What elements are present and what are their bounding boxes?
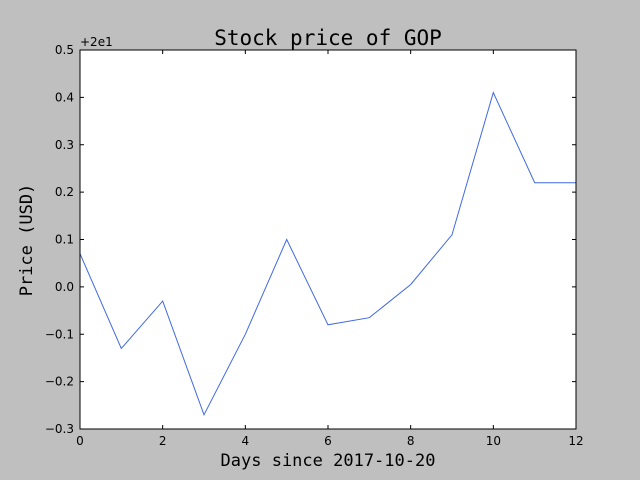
chart-title: Stock price of GOP	[214, 26, 442, 50]
tick-labels: 0 2 4 6 8 10 12 −0.3 −0.2 −0.1 0.0 0.1 0.2 0.3 0.4 0.5	[45, 43, 584, 448]
y-tick-label: 0.2	[55, 185, 74, 199]
x-axis-title: Days since 2017-10-20	[221, 451, 436, 471]
y-tick-label: 0.0	[55, 280, 74, 294]
x-tick-label: 6	[324, 434, 332, 448]
series-line	[79, 91, 576, 417]
y-tick-label: −0.1	[45, 327, 74, 341]
y-tick-label: 0.1	[55, 233, 74, 247]
y-axis-title: Price (USD)	[17, 184, 37, 297]
y-offset-label: +2e1	[80, 35, 113, 49]
y-tick-label: 0.5	[55, 43, 74, 57]
y-tick-label: −0.2	[45, 375, 74, 389]
x-tick-label: 0	[76, 434, 84, 448]
x-tick-label: 10	[486, 434, 501, 448]
y-tick-label: 0.4	[55, 90, 74, 104]
plot-frame	[79, 49, 577, 430]
x-tick-label: 12	[568, 434, 583, 448]
plot-area	[80, 50, 576, 429]
y-tick-label: −0.3	[45, 422, 74, 436]
x-tick-label: 4	[242, 434, 250, 448]
y-tick-label: 0.3	[55, 138, 74, 152]
x-tick-label: 8	[407, 434, 415, 448]
x-tick-label: 2	[159, 434, 167, 448]
